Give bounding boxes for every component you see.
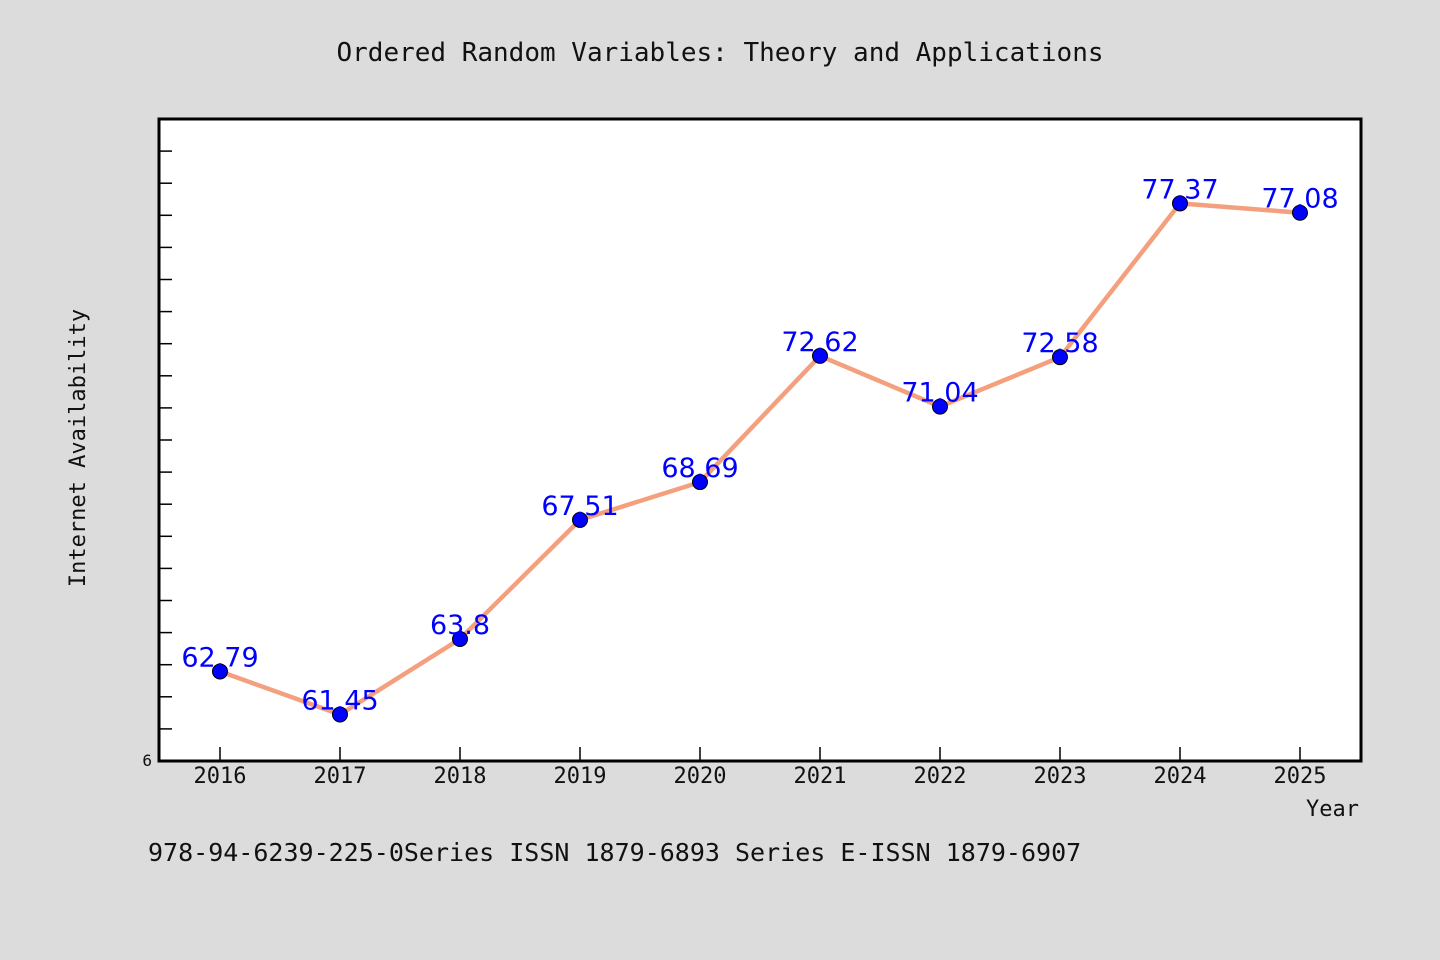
x-tick-label: 2021 [794, 764, 847, 789]
data-point-marker [1172, 195, 1188, 212]
x-tick-label: 2024 [1154, 764, 1207, 789]
data-point-marker [692, 474, 708, 491]
y-axis-ticks [159, 150, 172, 730]
data-label: 72.58 [1021, 328, 1098, 359]
data-point-marker [1052, 349, 1068, 366]
data-labels: 62.79 61.45 63.8 67.51 68.69 72.62 71.04 72.58 7… [181, 174, 1338, 716]
data-label: 72.62 [781, 327, 858, 358]
data-point-marker [212, 663, 228, 680]
chart-title: Ordered Random Variables: Theory and App… [336, 38, 1103, 68]
data-label: 61.45 [301, 685, 378, 716]
x-tick-label: 2022 [914, 764, 967, 789]
x-tick-label: 2019 [554, 764, 607, 789]
x-tick-label: 2017 [314, 764, 367, 789]
x-tick-label: 2023 [1034, 764, 1087, 789]
data-markers [212, 195, 1308, 723]
data-label: 68.69 [661, 453, 738, 484]
data-point-marker [452, 631, 468, 648]
data-point-marker [572, 511, 588, 528]
plot-area [157, 117, 1363, 763]
data-label: 62.79 [181, 642, 258, 673]
x-tick-label: 2018 [434, 764, 487, 789]
x-tick-label: 2025 [1274, 764, 1327, 789]
data-point-marker [332, 706, 348, 723]
data-point-marker [1292, 204, 1308, 221]
footer-text: 978-94-6239-225-0Series ISSN 1879-6893 S… [148, 838, 1081, 867]
series-line-group [217, 201, 1303, 717]
data-point-marker [812, 347, 828, 364]
y-axis-label: Internet Availability [66, 309, 91, 587]
data-label: 67.51 [541, 491, 618, 522]
data-label: 77.08 [1261, 184, 1338, 215]
x-axis-ticks: 2016 2017 2018 2019 2020 2021 2022 2023 2024 2025 [194, 747, 1327, 789]
series-line [217, 201, 1303, 717]
data-label: 77.37 [1141, 174, 1218, 205]
data-label: 71.04 [901, 378, 978, 409]
x-tick-label: 2016 [194, 764, 247, 789]
y-axis-low-tick-label: 6 [142, 751, 152, 770]
data-label: 63.8 [430, 610, 490, 641]
x-axis-label: Year [1306, 797, 1359, 822]
data-point-marker [932, 398, 948, 415]
x-tick-label: 2020 [674, 764, 727, 789]
